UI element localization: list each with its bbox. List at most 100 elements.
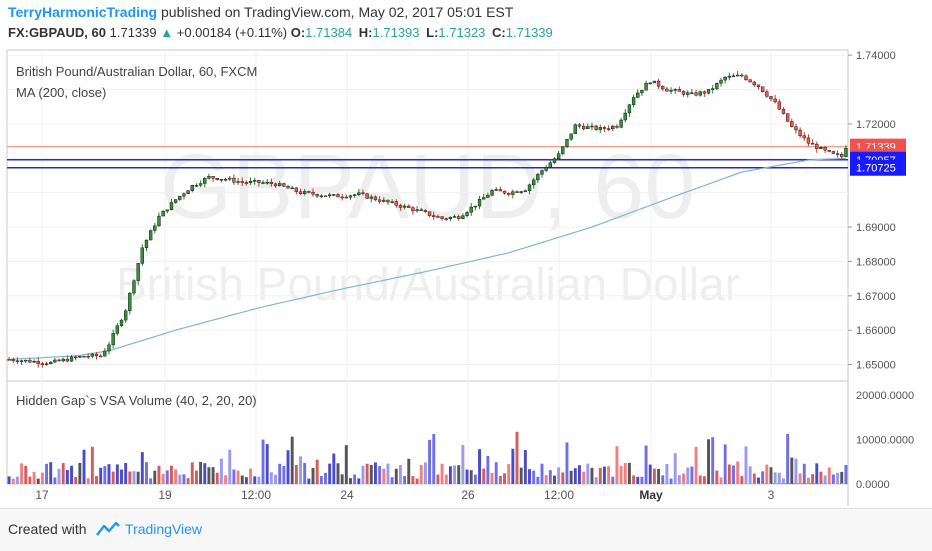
candle-body xyxy=(745,76,748,80)
candle-body xyxy=(224,179,227,180)
volume-bar xyxy=(445,475,448,484)
volume-bar xyxy=(711,437,714,484)
volume-bar xyxy=(274,475,277,484)
volume-bar xyxy=(499,476,502,484)
candle-body xyxy=(241,181,244,182)
candle-body xyxy=(245,183,248,184)
volume-bar xyxy=(736,461,739,484)
candle-body xyxy=(653,81,656,83)
volume-bar xyxy=(145,462,148,484)
candle-body xyxy=(599,127,602,129)
candle-body xyxy=(16,361,19,362)
volume-bar xyxy=(457,465,460,484)
volume-bar xyxy=(749,466,752,484)
candle-body xyxy=(303,191,306,193)
candle-body xyxy=(8,359,11,360)
candle-body xyxy=(95,354,98,356)
candle-body xyxy=(66,359,69,361)
volume-bar xyxy=(191,462,194,484)
candle-body xyxy=(815,144,818,149)
volume-bar xyxy=(103,466,106,484)
volume-bar xyxy=(83,450,86,484)
candle-body xyxy=(715,83,718,88)
volume-bar xyxy=(37,479,40,484)
candle-body xyxy=(491,190,494,195)
candle-body xyxy=(678,89,681,91)
candle-body xyxy=(770,96,773,99)
candle-body xyxy=(24,360,27,361)
volume-bar xyxy=(416,479,419,484)
candle-body xyxy=(87,356,90,357)
volume-bar xyxy=(241,475,244,484)
candle-body xyxy=(228,178,231,179)
candle-body xyxy=(374,197,377,200)
candle-body xyxy=(41,364,44,365)
price-axis[interactable]: 1.74000 1.72000 1.69000 1.68000 1.67000 1.660… xyxy=(848,50,906,371)
volume-bar xyxy=(133,471,136,484)
candle-body xyxy=(391,202,394,203)
volume-bar xyxy=(470,470,473,484)
volume-bar xyxy=(640,477,643,484)
candle-body xyxy=(507,193,510,194)
candle-body xyxy=(824,147,827,150)
volume-bar xyxy=(337,463,340,484)
volume-bar xyxy=(332,454,335,484)
candle-body xyxy=(270,182,273,184)
volume-bar xyxy=(428,440,431,484)
chart-area[interactable]: GBPAUD, 60 British Pound/Australian Doll… xyxy=(0,0,932,508)
volume-bar xyxy=(524,450,527,484)
candle-body xyxy=(20,361,23,362)
volume-bar xyxy=(362,466,365,484)
volume-tick-label: 0.0000 xyxy=(856,479,890,491)
time-tick-label: 3 xyxy=(768,488,775,502)
volume-bar xyxy=(28,477,31,484)
candle-body xyxy=(840,154,843,156)
candle-body xyxy=(178,196,181,199)
volume-bar xyxy=(153,471,156,484)
volume-bar xyxy=(645,446,648,484)
volume-bar xyxy=(24,466,27,484)
tradingview-link[interactable]: TradingView xyxy=(125,521,202,537)
volume-bar xyxy=(836,473,839,484)
candle-body xyxy=(549,163,552,168)
candle-body xyxy=(524,191,527,192)
candle-body xyxy=(516,192,519,193)
candle-body xyxy=(449,217,452,219)
volume-bar xyxy=(799,473,802,484)
candle-body xyxy=(528,185,531,191)
volume-bar xyxy=(395,469,398,484)
candle-body xyxy=(420,210,423,211)
volume-bar xyxy=(819,472,822,484)
time-axis[interactable]: 17 19 12:00 24 26 12:00 May 3 xyxy=(35,488,774,502)
volume-bar xyxy=(424,462,427,484)
candle-body xyxy=(470,207,473,212)
volume-bar xyxy=(461,445,464,484)
candle-body xyxy=(91,354,94,356)
candle-body xyxy=(182,194,185,196)
volume-bar xyxy=(661,475,664,484)
volume-bar xyxy=(182,474,185,484)
volume-bar xyxy=(786,434,789,484)
candle-body xyxy=(436,216,439,217)
candle-body xyxy=(703,92,706,93)
candle-body xyxy=(466,212,469,215)
volume-bar xyxy=(99,468,102,484)
volume-bar xyxy=(774,472,777,484)
candle-body xyxy=(682,91,685,94)
candle-body xyxy=(795,127,798,130)
volume-bar xyxy=(370,465,373,484)
candle-body xyxy=(749,80,752,82)
volume-tick-label: 20000.0000 xyxy=(856,390,914,402)
candle-body xyxy=(753,82,756,85)
candle-body xyxy=(362,193,365,194)
candle-body xyxy=(574,125,577,134)
volume-bar xyxy=(649,465,652,484)
candle-body xyxy=(232,178,235,182)
candle-body xyxy=(49,362,52,364)
volume-bar xyxy=(441,464,444,484)
volume-bar xyxy=(278,464,281,484)
candle-body xyxy=(45,364,48,365)
candle-body xyxy=(645,83,648,90)
volume-bar xyxy=(341,474,344,484)
volume-bar xyxy=(407,459,410,484)
